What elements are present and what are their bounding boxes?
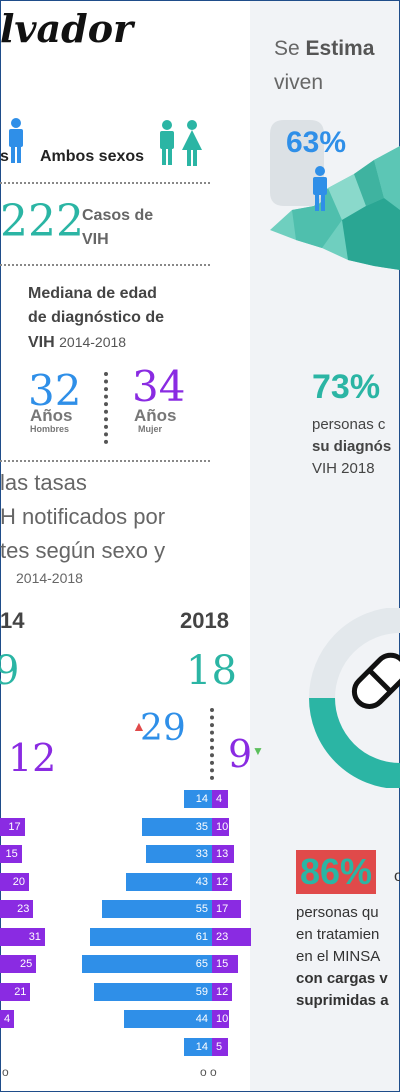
right-female: 9 bbox=[228, 732, 253, 776]
pyramid-bar-female: 23 bbox=[212, 927, 252, 946]
pyramid-bar-male: 59 bbox=[94, 982, 212, 1001]
donut-chart bbox=[309, 608, 400, 788]
page-title: lvador bbox=[0, 6, 134, 51]
divider bbox=[0, 460, 210, 462]
pyramid-bar-male: 65 bbox=[82, 955, 212, 973]
pyramid-left-bar-female: 23 bbox=[0, 900, 34, 918]
pyramid-bar-female: 13 bbox=[212, 845, 235, 863]
arrow-down-icon: ▼ bbox=[252, 744, 264, 758]
age-divider bbox=[104, 372, 108, 444]
country-map bbox=[270, 120, 400, 270]
left-female: 12 bbox=[8, 736, 57, 780]
pyramid-bar-female: 17 bbox=[212, 900, 241, 918]
pyramid-zero-label: o o bbox=[200, 1065, 217, 1079]
pyramid-bar-male: 61 bbox=[90, 927, 212, 946]
pyramid-left-bar-female: 15 bbox=[0, 845, 22, 863]
pyramid-bar-male: 33 bbox=[146, 845, 212, 863]
pyramid-bar-female: 15 bbox=[212, 955, 238, 973]
arrow-up-icon: ▲ bbox=[132, 718, 146, 734]
pyramid-left-bar-female: 25 bbox=[0, 955, 37, 973]
right-total: 18 bbox=[186, 648, 237, 694]
male-icon bbox=[9, 118, 23, 163]
pyramid-bar-female: 12 bbox=[212, 982, 233, 1001]
year-right: 2018 bbox=[180, 608, 229, 633]
left-total: 9 bbox=[0, 648, 20, 694]
stat-73-text: personas c su diagnós VIH 2018 bbox=[312, 416, 392, 477]
casos-label: Casos de VIH bbox=[82, 207, 154, 248]
pyramid-bar-male: 43 bbox=[126, 872, 212, 891]
sexos-fragment: s bbox=[0, 148, 9, 165]
pyramid-bar-male: 55 bbox=[102, 900, 212, 918]
pyramid-left-bar-female: 4 bbox=[0, 1010, 14, 1028]
pyramid-bar-male: 14 bbox=[184, 1037, 212, 1056]
male-icon bbox=[313, 166, 327, 211]
pyramid-left-zero-label: o bbox=[2, 1065, 9, 1079]
age-hombres-value: 32 bbox=[28, 366, 82, 415]
both-sexes-icon bbox=[160, 120, 202, 166]
ambos-sexos-label: Ambos sexos bbox=[40, 148, 145, 165]
pyramid-bar-female: 10 bbox=[212, 1010, 229, 1028]
estima-text: Se Estima viven bbox=[274, 37, 375, 94]
pill-icon bbox=[351, 652, 400, 709]
pyramid-bar-female: 4 bbox=[212, 790, 228, 808]
pyramid-bar-female: 10 bbox=[212, 817, 229, 836]
stat-86-percent: 86% bbox=[296, 850, 377, 894]
divider bbox=[0, 182, 210, 184]
pyramid-bar-male: 14 bbox=[184, 790, 212, 808]
pyramid-bar-male: 35 bbox=[142, 817, 212, 836]
tasas-years: ​2014-2018 bbox=[16, 570, 83, 586]
age-hombres-sub: Hombres bbox=[30, 424, 70, 434]
casos-number: 222 bbox=[0, 196, 84, 247]
stat-73-percent: 73% bbox=[312, 368, 381, 406]
pyramid-left-bar-female: 21 bbox=[0, 982, 31, 1001]
divider bbox=[0, 264, 210, 266]
pyramid-left-bar-female: 17 bbox=[0, 817, 25, 836]
map-percent: 63% bbox=[286, 126, 347, 159]
pyramid-bar-male: 44 bbox=[124, 1010, 212, 1028]
pyramid-bar-female: 5 bbox=[212, 1037, 228, 1056]
stat-86-text: personas qu en tratamien en el MINSA con… bbox=[296, 904, 389, 1009]
right-male: 29 bbox=[140, 708, 186, 749]
age-mujer-sub: Mujer bbox=[138, 424, 163, 434]
tasas-heading: las tasas H notificados por tes según se… bbox=[0, 470, 166, 563]
pyramid-left-bar-female: 31 bbox=[0, 927, 45, 946]
pyramid-left-bar-female: 20 bbox=[0, 872, 29, 891]
pyramid-bar-female: 12 bbox=[212, 872, 233, 891]
mediana-heading: Mediana de edad de diagnóstico de VIH 20… bbox=[28, 285, 165, 351]
age-hombres-label: Años bbox=[30, 406, 73, 425]
year-left: 14 bbox=[0, 608, 25, 633]
age-mujer-label: Años bbox=[134, 406, 177, 425]
right-divider bbox=[210, 708, 214, 780]
stat-86-suffix: o bbox=[394, 868, 400, 885]
age-mujer-value: 34 bbox=[132, 362, 186, 411]
